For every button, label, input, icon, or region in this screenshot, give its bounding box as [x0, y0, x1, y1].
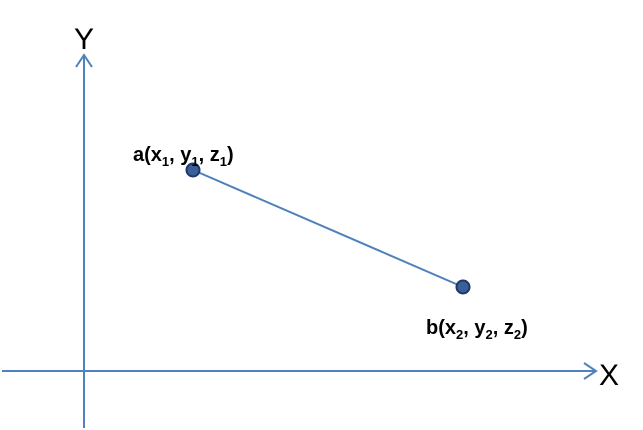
point-a-x: x	[151, 144, 162, 166]
point-a-y-sub: 1	[191, 154, 198, 169]
segment-ab	[192, 169, 464, 288]
point-b-z-sub: 2	[514, 327, 521, 342]
point-a-sep-2: ,	[199, 144, 210, 166]
y-axis-arrowhead	[75, 53, 93, 68]
point-a-x-sub: 1	[162, 154, 169, 169]
point-b-y-sub: 2	[486, 327, 493, 342]
point-a-y: y	[180, 144, 192, 166]
point-b-x: x	[445, 317, 456, 339]
point-a	[185, 162, 201, 178]
point-a-label: a(x1, y1, z1)	[133, 144, 234, 169]
y-axis-label: Y	[74, 23, 94, 56]
point-b-x-sub: 2	[456, 327, 463, 342]
point-b	[455, 279, 471, 295]
point-a-sep-1: ,	[169, 144, 180, 166]
x-axis-arrowhead	[583, 362, 598, 380]
point-b-y: y	[474, 317, 486, 339]
point-b-name: b(	[426, 317, 445, 339]
point-b-sep-1: ,	[463, 317, 474, 339]
point-a-z-sub: 1	[220, 154, 227, 169]
point-a-z: z	[210, 144, 220, 166]
point-a-name: a(	[133, 144, 151, 166]
point-b-close: )	[521, 317, 528, 339]
point-b-label: b(x2, y2, z2)	[426, 317, 528, 342]
point-b-sep-2: ,	[493, 317, 504, 339]
point-a-close: )	[227, 144, 234, 166]
point-b-z: z	[504, 317, 514, 339]
x-axis-label: X	[599, 359, 619, 392]
